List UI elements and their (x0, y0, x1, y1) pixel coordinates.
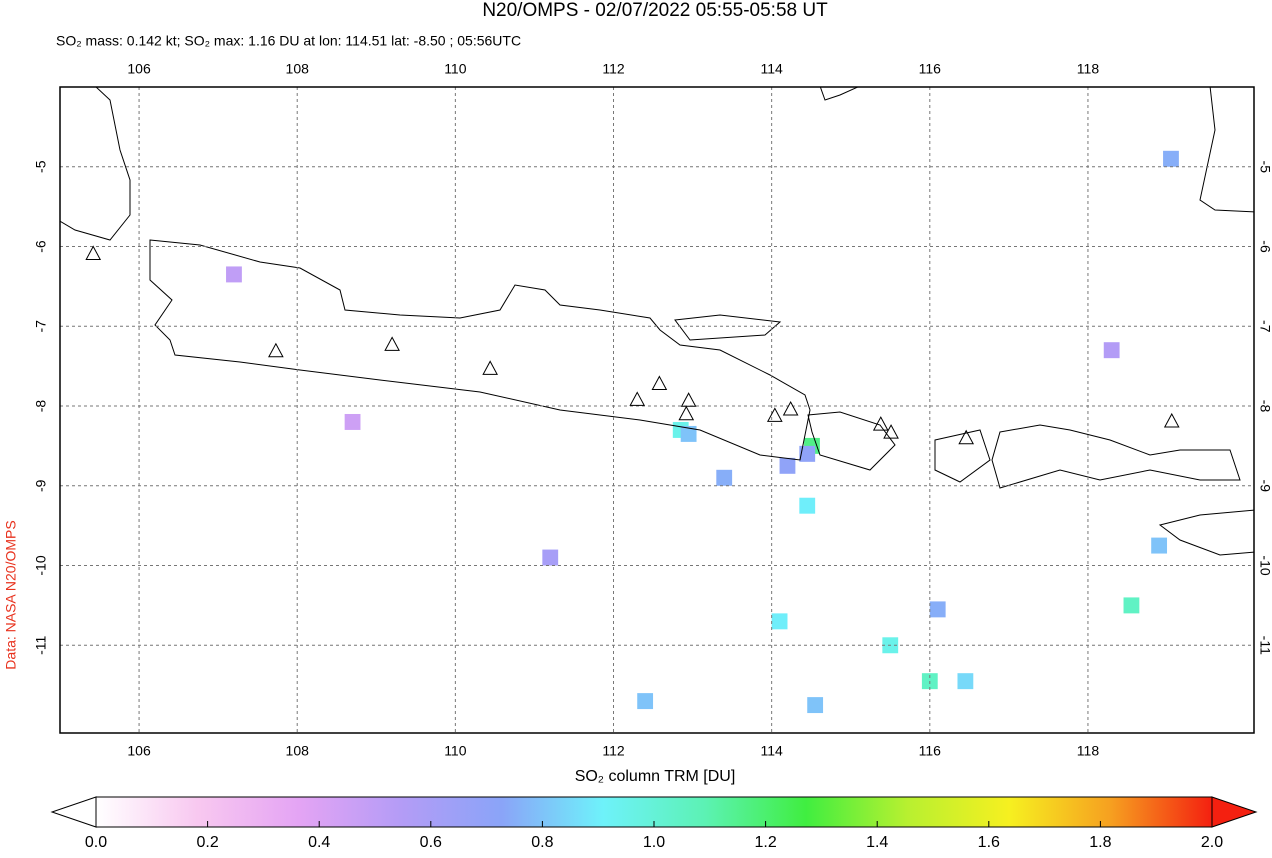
y-tick-label: -6 (1257, 240, 1272, 253)
x-tick-label: 116 (919, 743, 942, 759)
colorbar-low-arrow (50, 796, 97, 828)
chart-title: N20/OMPS - 02/07/2022 05:55-05:58 UT (482, 0, 828, 21)
y-tick-label: -5 (1257, 161, 1272, 174)
volcano (482, 360, 498, 375)
y-tick-label: -11 (33, 635, 49, 654)
colorbar-tick-label: 1.6 (978, 834, 1000, 851)
x-tick-label: 108 (286, 743, 310, 759)
so2-cell (929, 601, 946, 618)
coast-java (149, 239, 811, 461)
volcano (782, 400, 799, 416)
y-tick-label: -5 (33, 160, 49, 173)
colorbar-tick-label: 0.0 (85, 834, 107, 851)
cells (226, 150, 1179, 714)
y-tick-label: -9 (1257, 480, 1272, 493)
so2-cell (779, 457, 796, 474)
so2-cell (957, 673, 974, 690)
coast-sumatra (60, 87, 131, 241)
coast-borneo (819, 87, 859, 101)
y-tick-label: -9 (33, 479, 49, 492)
volcano (85, 245, 102, 260)
volcano (629, 391, 646, 406)
so2-cell (637, 693, 654, 710)
colorbar-tick-label: 0.2 (196, 834, 218, 851)
y-tick-label: -8 (1257, 400, 1272, 413)
colorbar-tick-label: 1.4 (866, 834, 888, 851)
so2-cell (226, 266, 242, 283)
volcano (766, 407, 783, 422)
volcano (958, 429, 975, 445)
so2-cell (344, 413, 361, 430)
coast-sulawesi (1199, 87, 1254, 213)
x-tick-label: 112 (602, 743, 625, 759)
volcano (268, 342, 284, 358)
colorbar-tick-label: 1.2 (754, 834, 776, 851)
volcano (384, 336, 400, 351)
volcano (1163, 412, 1180, 428)
coast-lombok (934, 429, 991, 483)
so2-cell (716, 469, 733, 486)
coast-sumbawa (991, 424, 1241, 489)
so2-cell (1163, 150, 1179, 167)
volcanoes (85, 245, 1180, 445)
coast-madura (674, 314, 782, 341)
colorbar-tick-label: 2.0 (1201, 834, 1223, 851)
x-tick-label: 110 (444, 61, 467, 77)
colorbar-high-arrow (1211, 796, 1258, 828)
y-tick-label: -7 (1257, 320, 1272, 333)
x-tick-label: 114 (760, 61, 783, 77)
x-tick-label: 106 (127, 61, 151, 77)
so2-cell (771, 613, 788, 630)
x-tick-label: 114 (760, 743, 783, 759)
coastlines (60, 87, 1254, 556)
y-tick-label: -6 (33, 240, 49, 253)
colorbar-tick-label: 0.6 (420, 834, 442, 851)
credit: Data: NASA N20/OMPS (3, 520, 19, 669)
x-tick-label: 110 (444, 743, 467, 759)
x-tick-label: 118 (1077, 61, 1100, 77)
volcano (883, 424, 899, 439)
grid (60, 87, 1254, 733)
volcano (872, 416, 889, 431)
y-tick-label: -8 (33, 400, 49, 413)
coast-bali (807, 411, 896, 471)
x-tick-label: 108 (286, 61, 310, 77)
colorbar-tick-label: 0.4 (308, 834, 330, 851)
y-tick-label: -10 (33, 555, 49, 575)
volcano (678, 405, 695, 421)
so2-cell (1151, 537, 1168, 554)
colorbar-tick-label: 1.8 (1089, 834, 1111, 851)
plot-area (60, 87, 1254, 733)
volcano (680, 392, 697, 407)
subtitle: SO₂ mass: 0.142 kt; SO₂ max: 1.16 DU at … (56, 33, 521, 49)
so2-cell (680, 425, 697, 442)
so2-cell (799, 497, 816, 514)
x-tick-label: 116 (919, 61, 942, 77)
so2-cell (799, 445, 816, 462)
colorbar-tick-label: 0.8 (531, 834, 553, 851)
volcano (651, 375, 668, 390)
y-tick-label: -11 (1257, 636, 1272, 655)
x-tick-label: 118 (1077, 743, 1100, 759)
coast-sumba (1158, 509, 1254, 556)
x-tick-label: 112 (602, 61, 625, 77)
y-tick-label: -10 (1257, 555, 1272, 575)
colorbar-label: SO₂ column TRM [DU] (575, 768, 736, 785)
so2-cell (807, 697, 824, 714)
x-tick-label: 106 (127, 743, 151, 759)
colorbar-tick-label: 1.0 (643, 834, 665, 851)
y-tick-label: -7 (33, 320, 49, 333)
so2-cell (542, 549, 559, 566)
so2-cell (1103, 342, 1120, 359)
so2-cell (1123, 597, 1140, 614)
plot-frame (59, 86, 1255, 734)
